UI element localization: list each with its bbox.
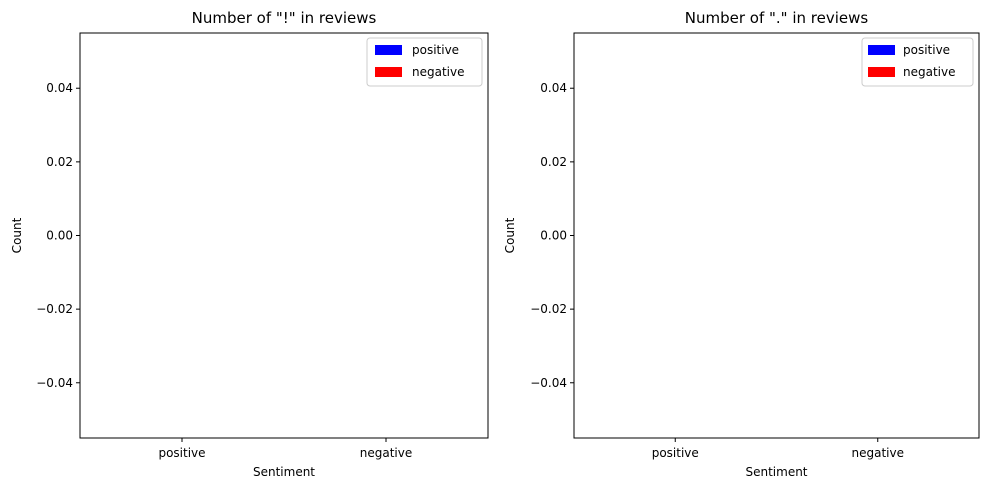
y-tick-label: −0.02 [530,302,567,316]
y-tick-label: 0.04 [46,81,73,95]
y-tick-label: −0.04 [36,376,73,390]
y-tick-label: −0.02 [36,302,73,316]
legend-swatch-positive [868,45,895,55]
y-axis-label: Count [503,217,517,253]
x-tick-label: positive [652,446,699,460]
legend-label-positive: positive [903,43,950,57]
y-tick-label: 0.00 [540,229,567,243]
legend: positive negative [862,38,973,86]
x-axis-label: Sentiment [253,465,315,479]
legend-label-positive: positive [412,43,459,57]
x-tick-label: negative [852,446,904,460]
legend: positive negative [367,38,482,86]
y-tick-label: 0.02 [540,155,567,169]
chart-title: Number of "." in reviews [685,9,869,27]
y-tick-label: 0.04 [540,81,567,95]
y-axis-label: Count [10,217,24,253]
chart-title: Number of "!" in reviews [192,9,377,27]
legend-label-negative: negative [903,65,955,79]
x-tick-label: negative [360,446,412,460]
y-tick-label: −0.04 [530,376,567,390]
legend-swatch-negative [375,67,402,77]
legend-swatch-positive [375,45,402,55]
x-axis-label: Sentiment [745,465,807,479]
y-tick-label: 0.02 [46,155,73,169]
x-tick-label: positive [158,446,205,460]
y-tick-label: 0.00 [46,229,73,243]
legend-swatch-negative [868,67,895,77]
legend-label-negative: negative [412,65,464,79]
